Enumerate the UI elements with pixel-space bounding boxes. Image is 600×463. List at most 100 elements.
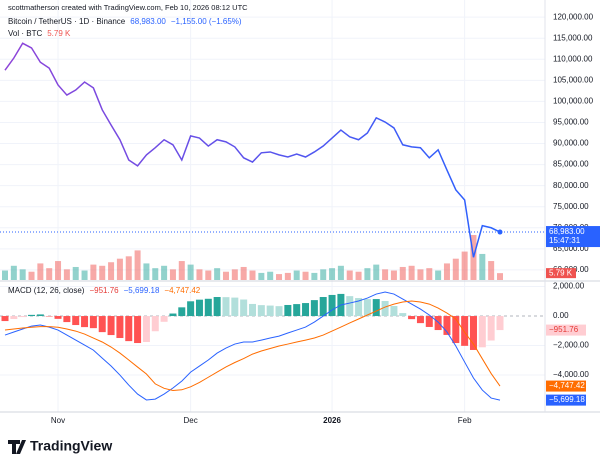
y-tick-label: 85,000.00 — [553, 160, 589, 169]
volume-bar — [28, 271, 35, 280]
histogram-bar — [399, 313, 407, 317]
volume-bar — [90, 264, 97, 280]
histogram-bar — [178, 307, 186, 317]
histogram-bar — [469, 316, 477, 350]
legend-volume: 5.79 K — [47, 29, 71, 38]
histogram-bar — [363, 299, 371, 317]
volume-bar — [497, 273, 503, 280]
histogram-bar — [222, 297, 230, 317]
histogram-bar — [293, 304, 301, 317]
x-tick-label: 2026 — [323, 416, 341, 425]
histogram-bar — [116, 316, 124, 339]
volume-bar — [311, 272, 318, 280]
x-tick-label: Nov — [51, 416, 65, 425]
histogram-bar — [63, 316, 71, 323]
histogram-bar — [240, 299, 248, 317]
histogram-bar — [169, 313, 177, 317]
volume-bar — [293, 270, 300, 280]
volume-bar — [19, 269, 26, 280]
histogram-bar — [408, 316, 416, 320]
histogram-bar — [461, 316, 469, 346]
volume-bar — [143, 263, 150, 280]
y-tick-label: 100,000.00 — [553, 97, 594, 106]
histogram-bar — [142, 316, 150, 343]
volume-bar — [240, 266, 247, 280]
y-tick-label: 90,000.00 — [553, 139, 589, 148]
price-badge — [546, 226, 600, 248]
histogram-bar — [434, 316, 442, 331]
volume-bar — [196, 269, 203, 280]
histogram-bar — [204, 298, 212, 317]
histogram-bar — [478, 316, 486, 348]
volume-bar — [488, 261, 495, 280]
histogram-bar — [107, 316, 115, 336]
volume-bar — [364, 268, 371, 280]
volume-bar — [55, 261, 62, 280]
histogram-bar — [496, 316, 504, 331]
histogram-bar — [1, 316, 9, 322]
histogram-bar — [416, 316, 424, 324]
macd-badge — [546, 380, 586, 392]
legend-value: −951.76 — [89, 286, 119, 295]
y-tick-label: 105,000.00 — [553, 75, 594, 84]
y-tick-label: 2,000.00 — [553, 282, 585, 291]
volume-bar — [46, 268, 53, 280]
histogram-bar — [328, 294, 336, 317]
histogram-bar — [443, 316, 451, 335]
histogram-bar — [310, 300, 318, 317]
volume-bar — [169, 269, 176, 280]
macd-badge — [546, 394, 586, 406]
volume-bar — [99, 265, 106, 280]
macd-badge — [546, 324, 586, 336]
volume-bar — [443, 263, 450, 280]
histogram-bar — [10, 316, 18, 319]
volume-bar — [205, 270, 212, 280]
histogram-bar — [284, 304, 292, 317]
volume-bar — [267, 271, 274, 280]
volume-bar — [116, 258, 123, 280]
volume-bar — [134, 250, 141, 280]
volume-bar — [108, 262, 115, 280]
volume-bar — [390, 270, 397, 280]
histogram-bar — [249, 303, 256, 317]
histogram-bar — [160, 316, 168, 322]
histogram-bar — [487, 316, 495, 341]
legend-value: −4,747.42 — [164, 286, 200, 295]
histogram-bar — [213, 297, 221, 317]
volume-bar — [258, 272, 265, 280]
price-line — [4, 42, 501, 258]
volume-bar — [276, 274, 283, 280]
volume-bar — [417, 269, 424, 280]
histogram-bar — [302, 303, 310, 317]
x-tick-label: Feb — [458, 416, 472, 425]
macd-line — [4, 291, 501, 401]
histogram-bar — [98, 316, 106, 333]
volume-bar — [355, 271, 362, 280]
last-point — [497, 229, 503, 235]
volume-bar — [178, 261, 185, 280]
volume-bar — [337, 265, 344, 280]
volume-bar — [63, 269, 70, 280]
x-tick-label: Dec — [184, 416, 198, 425]
volume-bar — [302, 271, 309, 280]
histogram-bar — [381, 300, 389, 317]
y-tick-label: 120,000.00 — [553, 12, 594, 21]
macd-badge-label: −951.76 — [549, 325, 579, 334]
attribution: scottmatherson created with TradingView.… — [8, 3, 248, 12]
histogram-bar — [275, 306, 283, 317]
volume-bar — [346, 270, 353, 280]
histogram-bar — [195, 299, 203, 317]
macd-badge-label: −5,699.18 — [549, 395, 585, 404]
volume-bar — [320, 269, 327, 280]
histogram-bar — [355, 298, 363, 317]
y-tick-label: 110,000.00 — [553, 54, 593, 63]
volume-bar — [2, 270, 8, 280]
histogram-bar — [134, 316, 142, 344]
y-tick-label: −4,000.00 — [553, 370, 589, 379]
marks — [0, 42, 545, 401]
histogram-bar — [125, 316, 133, 342]
histogram-bar — [319, 297, 327, 317]
legend-value: −5,699.18 — [124, 286, 160, 295]
symbol: Bitcoin / TetherUS · 1D · Binance 68,983.… — [8, 17, 242, 26]
volume-bar — [231, 269, 238, 280]
